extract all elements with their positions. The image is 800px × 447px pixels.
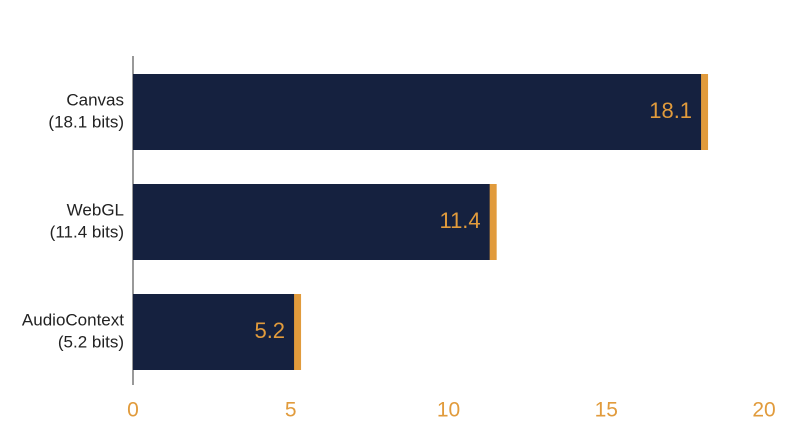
- y-tick-label: AudioContext: [22, 310, 124, 329]
- bar: [133, 294, 298, 370]
- x-tick-label: 20: [752, 399, 775, 422]
- bar-cap: [294, 294, 302, 370]
- bar: [133, 74, 705, 150]
- bar-cap: [489, 184, 497, 260]
- y-tick-sublabel: (5.2 bits): [58, 332, 124, 351]
- x-tick-label: 0: [127, 399, 139, 422]
- y-tick-label: Canvas: [66, 90, 124, 109]
- x-tick-label: 5: [285, 399, 297, 422]
- data-label: 5.2: [254, 318, 285, 343]
- data-label: 18.1: [649, 98, 692, 123]
- bar-cap: [701, 74, 709, 150]
- y-tick-sublabel: (11.4 bits): [50, 222, 124, 241]
- bar: [133, 184, 493, 260]
- data-label: 11.4: [439, 208, 480, 233]
- y-tick-label: WebGL: [67, 200, 124, 219]
- y-tick-sublabel: (18.1 bits): [48, 112, 124, 131]
- x-tick-label: 10: [437, 399, 460, 422]
- x-tick-label: 15: [595, 399, 618, 422]
